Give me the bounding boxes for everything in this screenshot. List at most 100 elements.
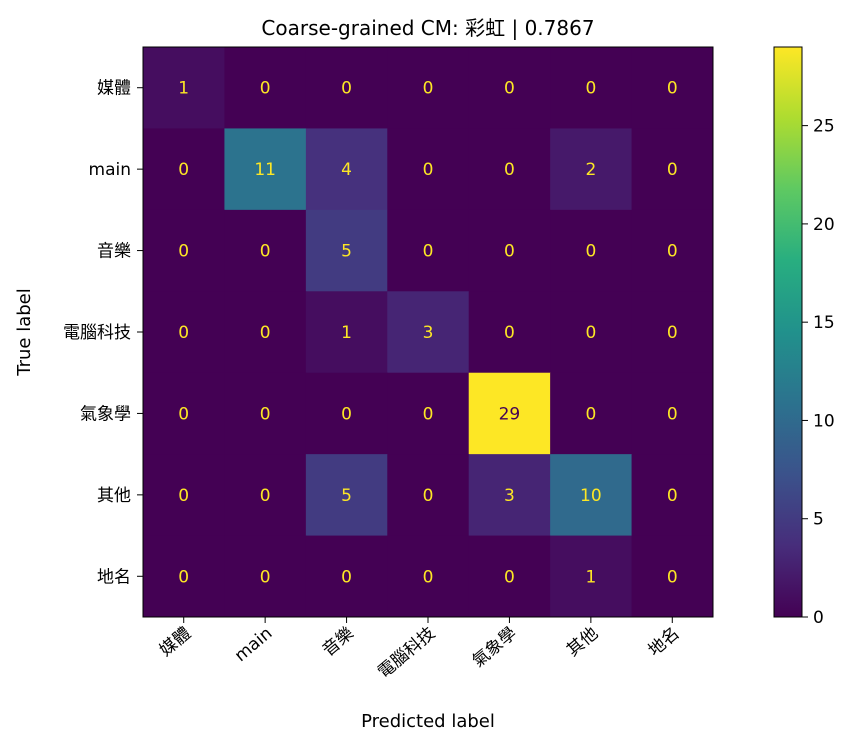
heatmap-cell: [631, 372, 714, 455]
heatmap-cell: [468, 454, 551, 537]
heatmap-cell: [143, 372, 225, 455]
cell-value-label: 0: [667, 323, 678, 343]
cell-value-label: 29: [499, 404, 521, 424]
heatmap-cell: [631, 209, 714, 292]
heatmap-cell: [550, 372, 633, 455]
heatmap-cell: [550, 291, 633, 374]
heatmap-cell: [387, 209, 470, 292]
heatmap-cell: [387, 372, 470, 455]
cell-value-label: 0: [504, 79, 515, 99]
colorbar: [773, 46, 803, 618]
cell-value-label: 0: [178, 486, 189, 506]
cell-value-label: 0: [504, 323, 515, 343]
cell-value-label: 0: [667, 160, 678, 180]
heatmap-cell: [305, 454, 388, 537]
cell-value-label: 0: [178, 160, 189, 180]
cell-value-label: 0: [667, 79, 678, 99]
heatmap-cell: [224, 535, 307, 618]
colorbar-tick-label: 0: [813, 608, 824, 628]
cell-value-label: 0: [504, 242, 515, 262]
cell-value-label: 0: [423, 79, 434, 99]
heatmap-cell: [143, 535, 225, 618]
heatmap-cell: [387, 291, 470, 374]
heatmap-cell: [468, 372, 551, 455]
cell-value-label: 3: [504, 486, 515, 506]
cell-value-label: 0: [260, 567, 271, 587]
cell-value-label: 0: [260, 486, 271, 506]
y-tick-label: 氣象學: [80, 404, 131, 424]
cell-value-label: 0: [585, 79, 596, 99]
cell-value-label: 0: [178, 242, 189, 262]
colorbar-ticks: 0 5 10 15 20 25: [802, 117, 835, 628]
cell-value-label: 0: [667, 567, 678, 587]
heatmap-cell: [387, 535, 470, 618]
heatmap-cell: [224, 47, 307, 129]
y-tick-label: 地名: [97, 567, 131, 587]
heatmap-cells: [143, 47, 714, 618]
cell-value-label: 0: [178, 323, 189, 343]
cell-value-label: 1: [585, 567, 596, 587]
cell-value-label: 0: [260, 323, 271, 343]
heatmap-cell: [387, 47, 470, 129]
cell-value-label: 1: [341, 323, 352, 343]
heatmap-cell: [468, 209, 551, 292]
cell-value-label: 0: [178, 567, 189, 587]
y-tick-label: 音樂: [97, 242, 131, 262]
cell-value-label: 5: [341, 486, 352, 506]
x-tick-label: 媒體: [156, 624, 195, 661]
heatmap-cell: [631, 535, 714, 618]
cell-value-label: 0: [341, 79, 352, 99]
heatmap-cell: [224, 454, 307, 537]
heatmap-cell: [305, 372, 388, 455]
cell-value-label: 0: [585, 242, 596, 262]
y-tick-label: 電腦科技: [63, 323, 131, 343]
cell-value-label: 0: [423, 567, 434, 587]
cell-value-label: 0: [504, 160, 515, 180]
x-tick-label: 電腦科技: [374, 624, 439, 683]
colorbar-tick-label: 20: [813, 215, 835, 235]
heatmap-cell: [143, 47, 225, 129]
cell-value-label: 0: [585, 323, 596, 343]
cell-value-label: 0: [423, 160, 434, 180]
heatmap-cell: [387, 128, 470, 211]
cell-value-label: 11: [254, 160, 276, 180]
heatmap-cell: [550, 128, 633, 211]
heatmap-cell: [550, 535, 633, 618]
heatmap-cell: [143, 128, 225, 211]
colorbar-tick-label: 10: [813, 411, 835, 431]
y-tick-label: main: [89, 160, 131, 180]
heatmap-cell: [468, 128, 551, 211]
cell-value-label: 0: [260, 242, 271, 262]
cell-value-label: 0: [178, 404, 189, 424]
heatmap-cell: [550, 209, 633, 292]
heatmap-cell: [631, 291, 714, 374]
cell-value-label: 0: [423, 486, 434, 506]
heatmap-cell: [387, 454, 470, 537]
cell-value-label: 3: [423, 323, 434, 343]
heatmap-cell: [224, 372, 307, 455]
cell-value-label: 0: [504, 567, 515, 587]
cell-value-label: 2: [585, 160, 596, 180]
colorbar-tick-label: 15: [813, 313, 835, 333]
x-tick-label: 音樂: [319, 624, 358, 661]
cell-value-label: 0: [423, 404, 434, 424]
heatmap-cell: [224, 128, 307, 211]
cell-value-label: 0: [260, 79, 271, 99]
x-tick-label: main: [231, 624, 276, 667]
cell-value-label: 4: [341, 160, 352, 180]
heatmap-cell: [550, 47, 633, 129]
cell-value-label: 0: [667, 242, 678, 262]
heatmap-cell: [305, 209, 388, 292]
cell-value-label: 0: [341, 404, 352, 424]
heatmap-cell: [468, 47, 551, 129]
cell-value-label: 1: [178, 79, 189, 99]
cell-value-label: 0: [260, 404, 271, 424]
cell-value-label: 0: [667, 404, 678, 424]
y-tick-label: 媒體: [97, 79, 131, 99]
heatmap-cell: [305, 47, 388, 129]
x-axis-label: Predicted label: [361, 711, 495, 732]
heatmap-cell: [305, 291, 388, 374]
cell-value-label: 0: [667, 486, 678, 506]
